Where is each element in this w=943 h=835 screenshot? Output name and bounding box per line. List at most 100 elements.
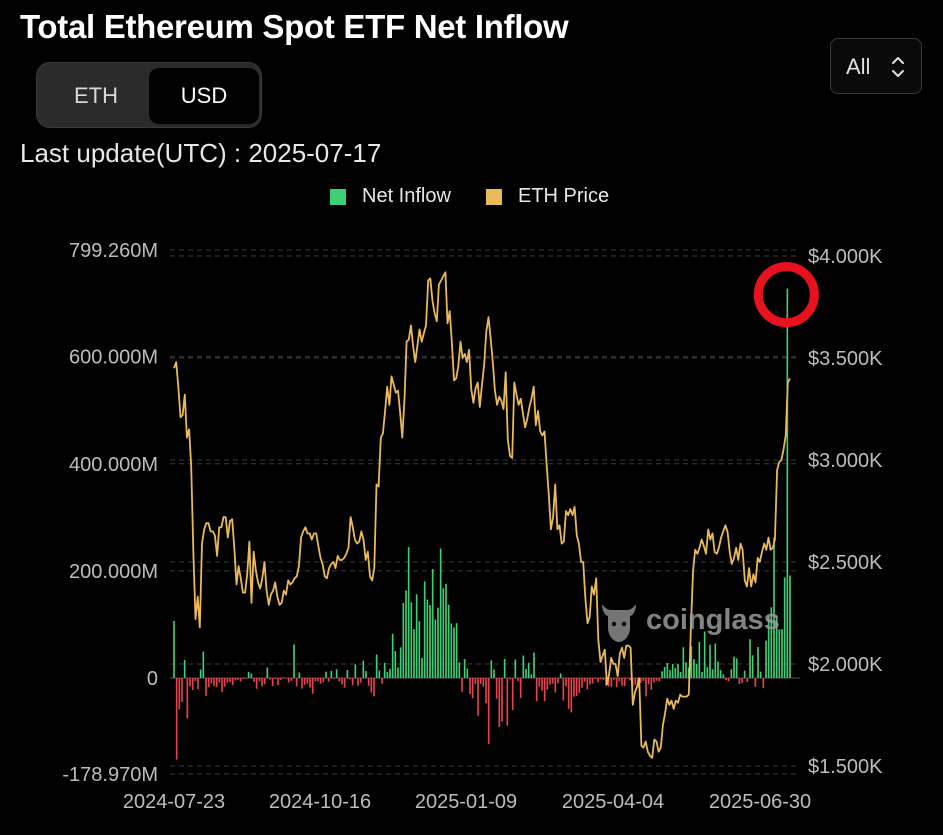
inflow-bar <box>610 678 613 687</box>
right-axis-ticks: $1.500K $2.000K $2.500K $3.000K $3.500K $4.00… <box>808 246 883 778</box>
inflow-bar <box>514 659 517 678</box>
inflow-bar <box>250 673 253 678</box>
inflow-bar <box>197 678 199 690</box>
toggle-usd-button[interactable]: USD <box>149 68 259 124</box>
inflow-bar <box>559 673 562 678</box>
right-tick-label: $3.000K <box>808 450 883 472</box>
inflow-bar <box>223 678 226 687</box>
inflow-bar <box>733 656 735 678</box>
inflow-bar <box>471 678 474 699</box>
inflow-bar <box>261 678 263 687</box>
inflow-bar <box>549 678 551 685</box>
inflow-bar <box>538 678 541 687</box>
inflow-bar <box>215 678 218 687</box>
inflow-bar <box>485 678 487 704</box>
inflow-bar <box>431 568 434 678</box>
inflow-bar <box>645 678 647 697</box>
inflow-bar <box>351 678 354 686</box>
inflow-bar <box>389 668 391 678</box>
currency-toggle: ETH USD <box>36 62 262 128</box>
inflow-bar <box>789 575 791 678</box>
inflow-bar <box>506 678 509 726</box>
inflow-bar <box>255 678 258 689</box>
left-tick-label: 799.260M <box>69 240 158 262</box>
toggle-eth-button[interactable]: ETH <box>74 83 118 108</box>
inflow-bar <box>669 669 671 678</box>
inflow-bar <box>727 678 730 682</box>
inflow-bar <box>279 678 282 680</box>
inflow-bar <box>653 678 655 683</box>
watermark-text: coinglass <box>646 604 780 636</box>
eth-price-series <box>173 271 791 759</box>
inflow-bar <box>469 678 471 695</box>
inflow-bar <box>685 662 687 678</box>
inflow-bar <box>701 672 703 678</box>
x-tick-label: 2025-06-30 <box>709 791 811 813</box>
last-update-text: Last update(UTC) : 2025-07-17 <box>20 138 382 168</box>
inflow-bar <box>661 671 663 678</box>
inflow-bar <box>466 668 469 678</box>
inflow-bar <box>749 639 751 678</box>
inflow-bar <box>517 678 519 682</box>
inflow-bar <box>666 662 669 678</box>
inflow-bar <box>599 678 602 680</box>
coinglass-watermark: coinglass <box>598 598 780 649</box>
inflow-bar <box>183 660 186 678</box>
inflow-bar <box>455 623 458 678</box>
inflow-bar <box>535 678 538 702</box>
range-select-value: All <box>846 54 871 79</box>
inflow-bar <box>783 577 786 678</box>
inflow-bar <box>407 547 410 678</box>
inflow-bar <box>274 678 277 680</box>
inflow-bar <box>397 667 399 678</box>
inflow-bar <box>765 640 767 678</box>
inflow-bar <box>335 669 338 678</box>
range-select[interactable]: All <box>830 38 922 94</box>
inflow-bar <box>677 664 679 678</box>
inflow-bar <box>354 664 357 678</box>
inflow-bar <box>373 678 375 697</box>
inflow-bar <box>629 678 631 681</box>
inflow-bar <box>722 674 725 678</box>
inflow-bar <box>263 678 266 685</box>
inflow-bar <box>647 678 650 685</box>
inflow-bar <box>618 678 621 682</box>
inflow-bar <box>271 678 274 687</box>
inflow-bar <box>522 655 525 678</box>
right-tick-label: $3.500K <box>808 348 883 370</box>
inflow-bar <box>570 678 573 713</box>
inflow-bar <box>498 678 501 727</box>
inflow-bar <box>546 678 549 690</box>
inflow-bar <box>706 667 709 678</box>
inflow-bar <box>303 678 306 685</box>
inflow-bar <box>186 678 189 719</box>
inflow-bar <box>341 678 343 685</box>
inflow-bar <box>415 594 418 678</box>
inflow-bar <box>463 659 466 678</box>
inflow-bar <box>237 678 239 680</box>
inflow-bar <box>674 667 677 678</box>
left-tick-label: 0 <box>147 668 158 690</box>
inflow-bar <box>509 678 511 680</box>
inflow-bar <box>575 678 578 697</box>
inflow-bar <box>623 678 626 687</box>
inflow-bar <box>682 647 685 678</box>
inflow-bar <box>527 662 530 678</box>
inflow-bar <box>285 678 287 679</box>
inflow-bar <box>418 621 421 678</box>
inflow-bar <box>557 678 559 684</box>
inflow-bar <box>175 678 178 760</box>
inflow-bar <box>269 678 271 680</box>
inflow-bar <box>290 678 293 681</box>
inflow-bar <box>410 602 413 678</box>
inflow-bar <box>663 667 666 678</box>
inflow-bar <box>330 670 333 678</box>
inflow-bar <box>325 671 327 678</box>
inflow-bar <box>450 623 453 678</box>
x-tick-label: 2024-10-16 <box>269 791 371 813</box>
inflow-bar <box>519 678 522 699</box>
right-tick-label: $1.500K <box>808 756 883 778</box>
inflow-bar <box>362 660 365 678</box>
inflow-bar <box>349 678 351 680</box>
